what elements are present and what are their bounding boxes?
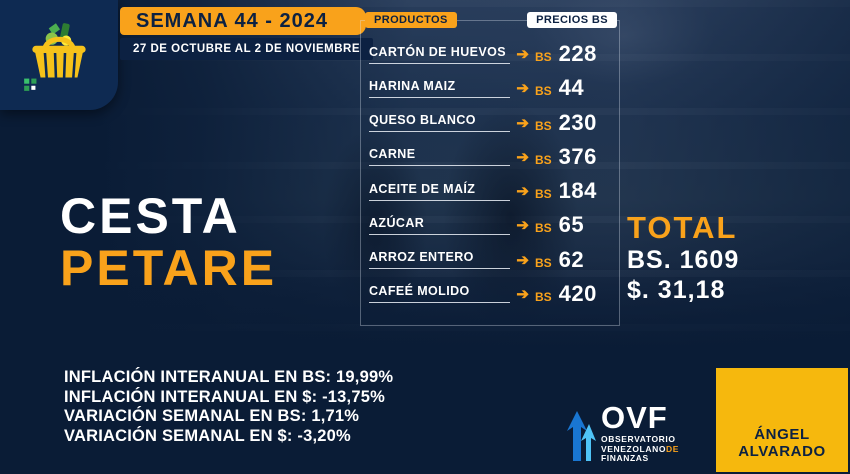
currency-label: BS (535, 84, 552, 99)
price-cell: BS 228 (535, 41, 613, 67)
table-row: CAFEÉ MOLIDO ➔ BS 420 (369, 281, 613, 307)
currency-label: BS (535, 118, 552, 133)
product-name: CARTÓN DE HUEVOS (369, 45, 511, 64)
title-line-petare: PETARE (60, 240, 278, 296)
stat-variacion-semanal-usd: VARIACIÓN SEMANAL EN $: -3,20% (64, 426, 351, 445)
price-value: 184 (558, 178, 597, 204)
ovf-de-label: DE (666, 443, 680, 454)
stat-variacion-semanal-bs: VARIACIÓN SEMANAL EN BS: 1,71% (64, 407, 360, 425)
market-photo-background (96, 0, 850, 362)
price-cell: BS 420 (535, 281, 613, 307)
arrow-right-icon: ➔ (516, 46, 529, 63)
prices-header: PRECIOS BS (527, 12, 617, 28)
arrow-right-icon: ➔ (516, 217, 529, 235)
table-row: QUESO BLANCO ➔ BS 230 (369, 110, 613, 136)
ovf-subtitle: OBSERVATORIO VENEZOLANODE FINANZAS (601, 434, 680, 464)
page-title: CESTA PETARE (60, 190, 277, 294)
currency-label: BS (535, 187, 552, 202)
credit-name-last: ALVARADO (738, 443, 826, 460)
ovf-acronym: OVF (601, 400, 668, 435)
table-row: CARTÓN DE HUEVOS ➔ BS 228 (369, 41, 613, 67)
ovf-text: OVF OBSERVATORIO VENEZOLANODE FINANZAS (601, 400, 680, 464)
product-name: HARINA MAIZ (369, 79, 511, 98)
title-line-cesta: CESTA (60, 188, 241, 244)
stat-inflacion-interanual-usd: INFLACIÓN INTERANUAL EN $: -13,75% (64, 387, 385, 406)
price-value: 376 (558, 143, 597, 169)
credit-name-first: ÁNGEL (754, 426, 810, 443)
currency-label: BS (535, 255, 552, 270)
products-header: PRODUCTOS (365, 12, 457, 28)
price-value: 228 (558, 41, 597, 66)
price-value: 420 (558, 280, 597, 306)
table-row: ARROZ ENTERO ➔ BS 62 (369, 247, 613, 273)
arrow-right-icon: ➔ (516, 285, 529, 303)
product-name: CARNE (369, 147, 511, 167)
price-value: 230 (558, 109, 597, 135)
currency-label: BS (535, 289, 552, 304)
arrow-right-icon: ➔ (516, 183, 529, 201)
total-label: TOTAL (627, 210, 738, 245)
ovf-line-venezolano-de: VENEZOLANODE (601, 443, 680, 454)
stats-block: INFLACIÓN INTERANUAL EN BS: 19,99% INFLA… (64, 368, 393, 446)
ovf-arrows-icon (567, 411, 596, 461)
basket-badge (0, 0, 118, 110)
price-cell: BS 44 (535, 75, 613, 101)
currency-label: BS (535, 221, 552, 236)
total-usd-value: $. 31,18 (627, 276, 726, 304)
product-name: CAFEÉ MOLIDO (369, 284, 511, 304)
price-cell: BS 376 (535, 144, 613, 170)
stat-inflacion-interanual-bs: INFLACIÓN INTERANUAL EN BS: 19,99% (64, 368, 394, 386)
total-block: TOTAL BS. 1609 $. 31,18 (627, 211, 739, 305)
total-bs-value: BS. 1609 (627, 246, 740, 274)
product-name: AZÚCAR (369, 216, 511, 235)
table-row: CARNE ➔ BS 376 (369, 144, 613, 170)
arrow-right-icon: ➔ (516, 251, 529, 269)
price-cell: BS 230 (535, 110, 613, 136)
price-table: PRODUCTOS PRECIOS BS CARTÓN DE HUEVOS ➔ … (360, 12, 620, 326)
price-value: 44 (558, 75, 585, 101)
price-cell: BS 65 (535, 212, 613, 238)
credit-box: ÁNGEL ALVARADO (716, 368, 848, 472)
date-range: 27 DE OCTUBRE AL 2 DE NOVIEMBRE (120, 38, 374, 60)
price-value: 65 (558, 212, 585, 238)
arrow-right-icon: ➔ (516, 148, 529, 166)
table-row: HARINA MAIZ ➔ BS 44 (369, 75, 613, 101)
price-cell: BS 62 (535, 247, 613, 273)
price-value: 62 (558, 246, 585, 272)
ovf-line-observatorio: OBSERVATORIO (601, 434, 676, 444)
table-row: AZÚCAR ➔ BS 65 (369, 212, 613, 238)
arrow-right-icon: ➔ (516, 80, 529, 98)
ovf-line-finanzas: FINANZAS (601, 453, 649, 463)
basket-icon (24, 23, 86, 91)
product-name: ARROZ ENTERO (369, 250, 511, 270)
product-name: ACEITE DE MAÍZ (369, 182, 511, 201)
qr-icon (24, 78, 37, 91)
price-rows: CARTÓN DE HUEVOS ➔ BS 228 HARINA MAIZ ➔ B… (361, 21, 619, 307)
arrow-right-icon: ➔ (516, 114, 529, 132)
currency-label: BS (535, 50, 552, 64)
product-name: QUESO BLANCO (369, 113, 511, 133)
currency-label: BS (535, 152, 552, 167)
week-banner: SEMANA 44 - 2024 (120, 7, 366, 35)
price-cell: BS 184 (535, 178, 613, 204)
table-row: ACEITE DE MAÍZ ➔ BS 184 (369, 178, 613, 204)
ovf-logo: OVF OBSERVATORIO VENEZOLANODE FINANZAS (566, 400, 680, 464)
